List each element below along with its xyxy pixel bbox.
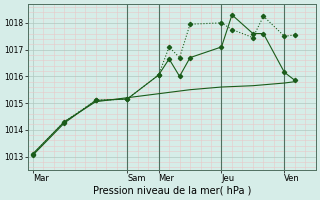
X-axis label: Pression niveau de la mer( hPa ): Pression niveau de la mer( hPa ) bbox=[92, 186, 251, 196]
